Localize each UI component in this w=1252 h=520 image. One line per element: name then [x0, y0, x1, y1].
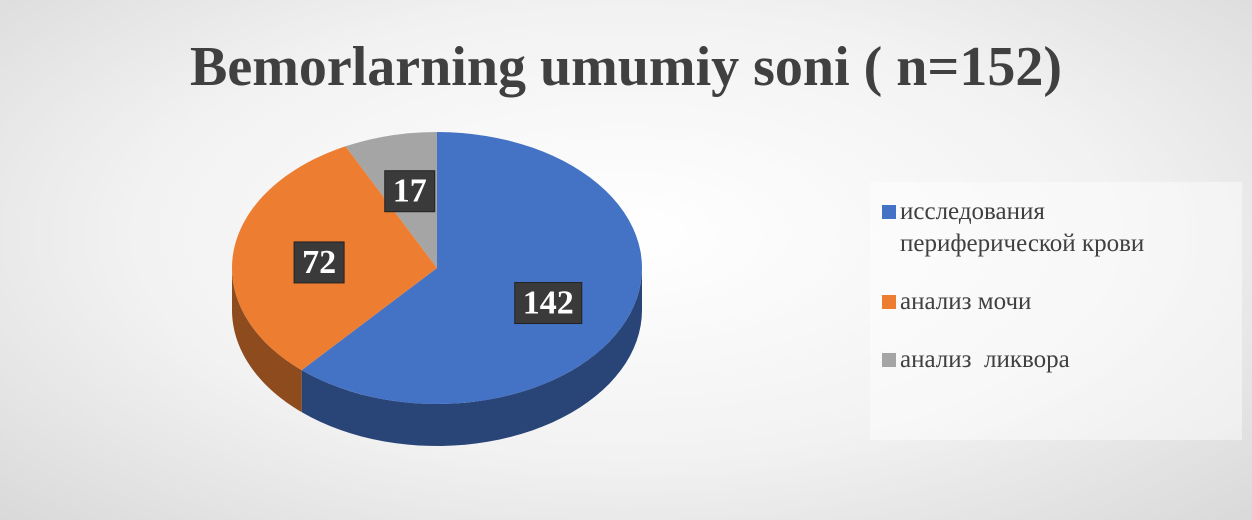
data-label: 142	[514, 282, 583, 325]
slice-side	[232, 268, 302, 413]
data-label-box	[384, 170, 436, 213]
legend-swatch	[882, 205, 896, 219]
data-label-box	[514, 282, 583, 325]
legend-label: анализ мочи	[900, 288, 1032, 315]
data-label: 72	[293, 241, 345, 284]
data-label-box	[293, 241, 345, 284]
data-label-text: 142	[523, 285, 574, 322]
data-label-text: 72	[302, 244, 336, 281]
legend-item: анализ ликвора	[882, 344, 1234, 376]
data-label: 17	[384, 170, 436, 213]
legend-item: анализ мочи	[882, 286, 1234, 318]
slice-side	[301, 268, 642, 446]
legend: исследования периферической крови анализ …	[870, 182, 1242, 440]
legend-label: анализ ликвора	[900, 346, 1070, 373]
legend-swatch	[882, 353, 896, 367]
data-label-text: 17	[393, 173, 427, 210]
chart-title: Bemorlarning umumiy soni ( n=152)	[190, 36, 1062, 98]
slice	[301, 132, 642, 404]
legend-swatch	[882, 295, 896, 309]
legend-item: исследования периферической крови	[882, 196, 1234, 260]
legend-label: исследования периферической крови	[900, 198, 1145, 257]
